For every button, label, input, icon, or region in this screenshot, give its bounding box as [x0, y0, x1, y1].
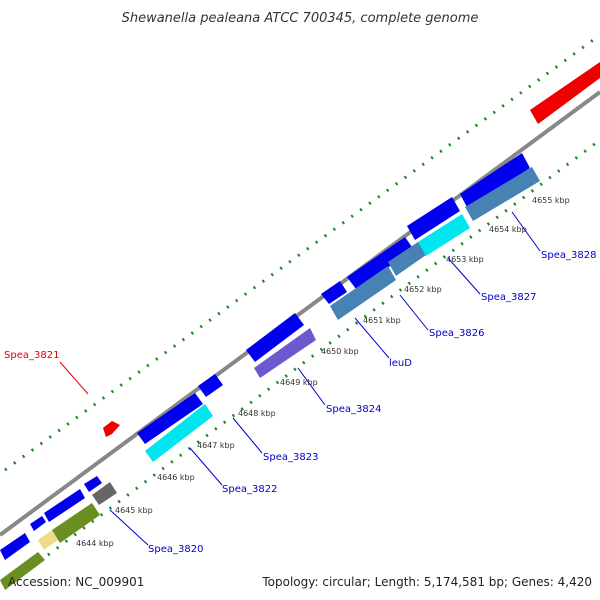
tick-label: 4644 kbp: [76, 539, 114, 548]
leader-line: [399, 294, 429, 331]
tick-label: 4651 kbp: [363, 316, 401, 325]
map-title: Shewanella pealeana ATCC 700345, complet…: [122, 11, 479, 26]
gene-label[interactable]: Spea_3826: [429, 328, 484, 339]
gene-labels: Spea_3821 Spea_3820 Spea_3822 Spea_3823 …: [4, 250, 596, 555]
gene-label[interactable]: Spea_3822: [222, 484, 277, 495]
gene-cds[interactable]: [84, 476, 102, 492]
genome-backbone: [0, 90, 600, 537]
inner-genes: [0, 167, 540, 590]
gene-cds[interactable]: [137, 393, 203, 444]
gene-label[interactable]: leuD: [389, 358, 412, 369]
gene-cds[interactable]: [0, 533, 30, 560]
gene-cds[interactable]: [44, 489, 85, 522]
genome-summary: Topology: circular; Length: 5,174,581 bp…: [261, 575, 592, 589]
tick-label: 4653 kbp: [446, 255, 484, 264]
gene-rna[interactable]: [145, 404, 213, 462]
gene-olive[interactable]: [52, 503, 100, 543]
leader-line: [232, 417, 263, 454]
tick-label: 4648 kbp: [238, 409, 276, 418]
gene-cds[interactable]: [198, 374, 223, 397]
tick-label: 4646 kbp: [157, 473, 195, 482]
gene-olive[interactable]: [0, 552, 45, 590]
label-leaders: [59, 211, 541, 546]
gene-cds[interactable]: [30, 516, 46, 531]
gene-label[interactable]: Spea_3827: [481, 292, 536, 303]
gene-cds[interactable]: [347, 237, 414, 289]
gene-red-top[interactable]: [530, 62, 600, 124]
gene-cds[interactable]: [321, 281, 347, 304]
tick-label: 4645 kbp: [115, 506, 153, 515]
gene-steelblue[interactable]: [330, 266, 396, 320]
tick-labels: 4644 kbp 4645 kbp 4646 kbp 4647 kbp 4648…: [76, 196, 570, 548]
gene-spea-3821[interactable]: [103, 421, 120, 437]
gene-cds[interactable]: [407, 197, 460, 240]
leader-line: [189, 447, 223, 486]
leader-line: [297, 367, 326, 406]
leader-line: [109, 509, 149, 546]
outer-dotted-ring: [4, 33, 600, 472]
leader-line: [354, 317, 390, 359]
tick-label: 4652 kbp: [404, 285, 442, 294]
gene-label[interactable]: Spea_3824: [326, 404, 381, 415]
tick-label: 4647 kbp: [197, 441, 235, 450]
gene-grey[interactable]: [92, 482, 117, 505]
gene-steelblue[interactable]: [388, 242, 426, 276]
gene-violet[interactable]: [254, 328, 316, 378]
leader-line: [511, 211, 541, 252]
tick-label: 4650 kbp: [321, 347, 359, 356]
tick-label: 4655 kbp: [532, 196, 570, 205]
forward-genes: [0, 153, 530, 560]
leader-line: [59, 361, 89, 395]
gene-steelblue[interactable]: [465, 167, 540, 221]
gene-label[interactable]: Spea_3821: [4, 350, 59, 361]
gene-rna[interactable]: [418, 214, 470, 256]
gene-cds[interactable]: [246, 313, 304, 362]
gene-label[interactable]: Spea_3820: [148, 544, 203, 555]
tick-label: 4649 kbp: [280, 378, 318, 387]
tick-label: 4654 kbp: [489, 225, 527, 234]
leader-line: [447, 257, 481, 295]
gene-label[interactable]: Spea_3828: [541, 250, 596, 261]
gene-label[interactable]: Spea_3823: [263, 452, 318, 463]
gene-cds[interactable]: [460, 153, 530, 209]
accession-label: Accession: NC_009901: [8, 575, 144, 589]
gene-pale[interactable]: [38, 530, 58, 550]
